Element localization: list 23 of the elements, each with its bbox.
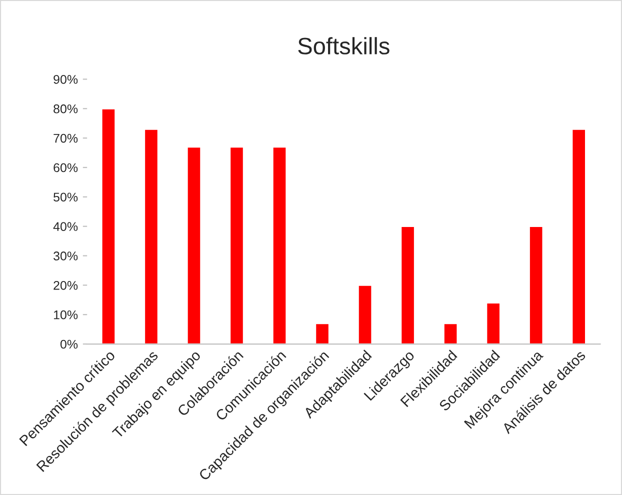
bar (571, 128, 586, 344)
bar (314, 322, 330, 344)
y-tick-label: 0% (60, 340, 78, 349)
y-tick-label: 80% (54, 104, 78, 114)
y-tick-label: 50% (54, 192, 78, 202)
bar (358, 284, 373, 344)
bar (443, 322, 458, 344)
bar (100, 108, 116, 344)
bar (272, 146, 288, 344)
y-tick-label: 20% (54, 280, 78, 290)
chart-title: Softskills (298, 37, 390, 54)
y-tick-label: 70% (54, 134, 78, 143)
bar (528, 226, 544, 344)
y-tick-label: 30% (54, 252, 78, 260)
y-tick-label: 10% (54, 310, 78, 320)
y-tick-label: 60% (54, 163, 78, 172)
bar (486, 302, 501, 344)
y-tick-label: 90% (54, 75, 78, 84)
bar (400, 226, 416, 344)
y-tick-label: 40% (53, 222, 78, 231)
bar (229, 146, 244, 344)
bar (186, 146, 202, 344)
bar (144, 128, 159, 344)
